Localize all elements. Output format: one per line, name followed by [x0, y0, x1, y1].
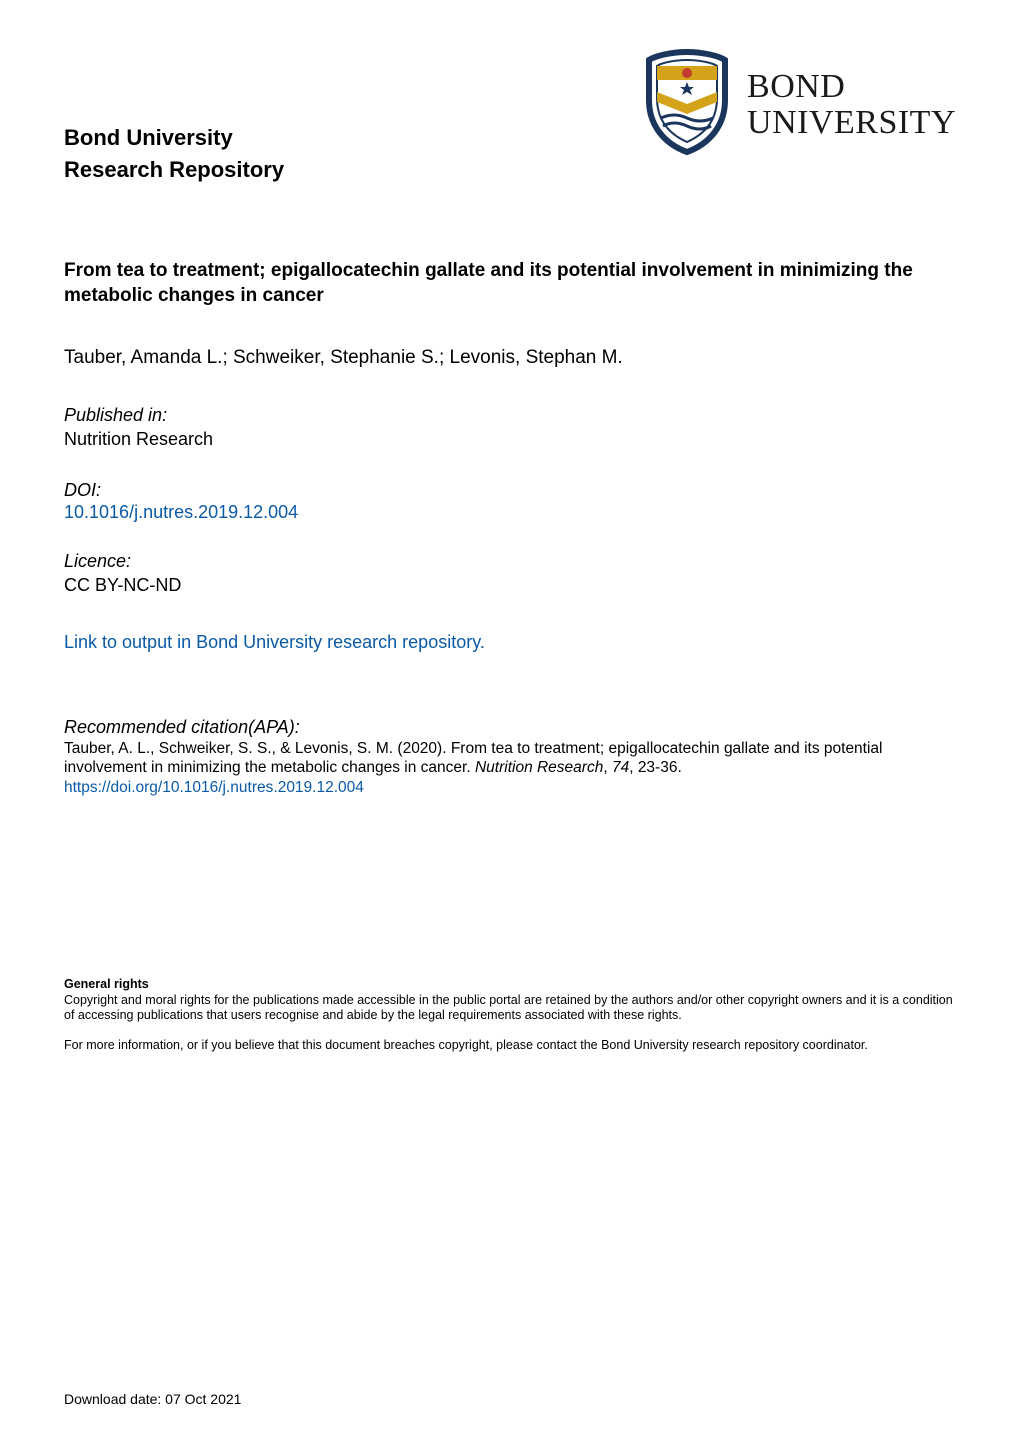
citation-doi-link[interactable]: https://doi.org/10.1016/j.nutres.2019.12…: [64, 779, 364, 796]
page-container: Bond University Research Repository: [0, 0, 1020, 1443]
rights-block: General rights Copyright and moral right…: [64, 977, 956, 1054]
repository-output-link[interactable]: Link to output in Bond University resear…: [64, 632, 485, 653]
citation-pages: , 23-36.: [629, 759, 682, 776]
repository-name: Research Repository: [64, 154, 284, 186]
citation-journal: Nutrition Research: [475, 759, 603, 776]
header-left: Bond University Research Repository: [64, 48, 284, 186]
published-in-value: Nutrition Research: [64, 427, 956, 451]
citation-post: ,: [603, 759, 612, 776]
licence-value: CC BY-NC-ND: [64, 573, 956, 597]
doi-block: DOI: 10.1016/j.nutres.2019.12.004: [64, 478, 956, 523]
download-date: Download date: 07 Oct 2021: [64, 1391, 241, 1407]
licence-block: Licence: CC BY-NC-ND: [64, 549, 956, 598]
institution-name: Bond University: [64, 122, 284, 154]
logo-wordmark: BOND UNIVERSITY: [747, 69, 956, 140]
shield-icon: [641, 48, 733, 161]
published-in-label: Published in:: [64, 403, 956, 427]
article-title: From tea to treatment; epigallocatechin …: [64, 258, 956, 309]
citation-pre: Tauber, A. L., Schweiker, S. S., & Levon…: [64, 740, 883, 776]
doi-label: DOI:: [64, 478, 956, 502]
rights-heading: General rights: [64, 977, 956, 993]
citation-text: Tauber, A. L., Schweiker, S. S., & Levon…: [64, 739, 956, 797]
page-header: Bond University Research Repository: [64, 48, 956, 186]
citation-volume: 74: [612, 759, 629, 776]
authors: Tauber, Amanda L.; Schweiker, Stephanie …: [64, 347, 956, 369]
title-section: From tea to treatment; epigallocatechin …: [64, 258, 956, 309]
logo-text-line2: UNIVERSITY: [747, 105, 956, 141]
published-in-block: Published in: Nutrition Research: [64, 403, 956, 452]
rights-copyright-text: Copyright and moral rights for the publi…: [64, 993, 956, 1024]
licence-label: Licence:: [64, 549, 956, 573]
doi-link[interactable]: 10.1016/j.nutres.2019.12.004: [64, 502, 298, 522]
logo-text-line1: BOND: [747, 69, 956, 105]
university-logo: BOND UNIVERSITY: [641, 48, 956, 161]
citation-block: Recommended citation(APA): Tauber, A. L.…: [64, 715, 956, 797]
citation-label: Recommended citation(APA):: [64, 715, 956, 739]
rights-contact-text: For more information, or if you believe …: [64, 1038, 956, 1054]
